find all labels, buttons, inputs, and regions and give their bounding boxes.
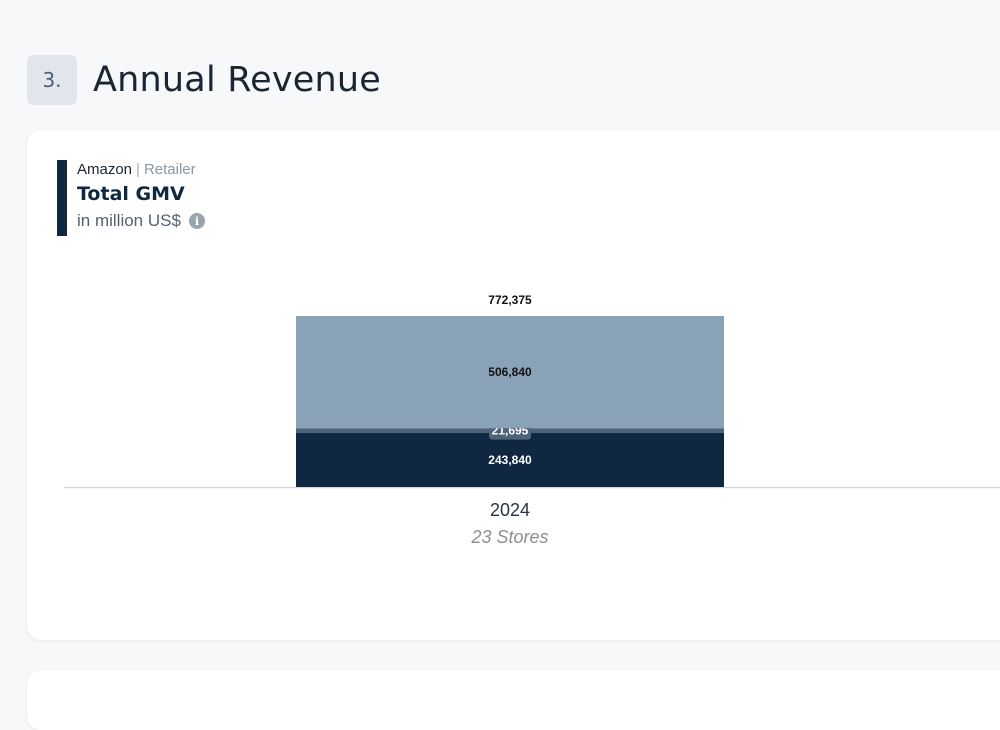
segment-value-label: 243,840 <box>488 453 532 467</box>
segment-value-label: 506,840 <box>488 365 532 379</box>
bar-segment-1[interactable] <box>296 433 724 487</box>
card-heading: Amazon | Retailer Total GMV in million US$… <box>57 160 205 236</box>
x-tick-label: 2024 <box>489 500 531 520</box>
bar-segment-3[interactable] <box>296 316 724 429</box>
source-line: Amazon | Retailer <box>77 161 205 178</box>
source-type: Retailer <box>143 161 196 178</box>
section-title: Annual Revenue <box>93 60 382 100</box>
metric-title: Total GMV <box>77 183 185 205</box>
total-value-label: 772,375 <box>488 293 532 307</box>
metric-unit-line: in million US$ i <box>77 211 205 231</box>
x-tick-sublabel: 23 Stores <box>471 527 549 547</box>
source-name: Amazon <box>77 161 133 178</box>
source-separator: | <box>136 161 140 178</box>
metric-unit: in million US$ <box>77 211 181 230</box>
section-number-badge: 3. <box>27 55 77 105</box>
info-icon[interactable]: i <box>188 213 205 229</box>
section-header: 3. Annual Revenue <box>27 55 381 105</box>
